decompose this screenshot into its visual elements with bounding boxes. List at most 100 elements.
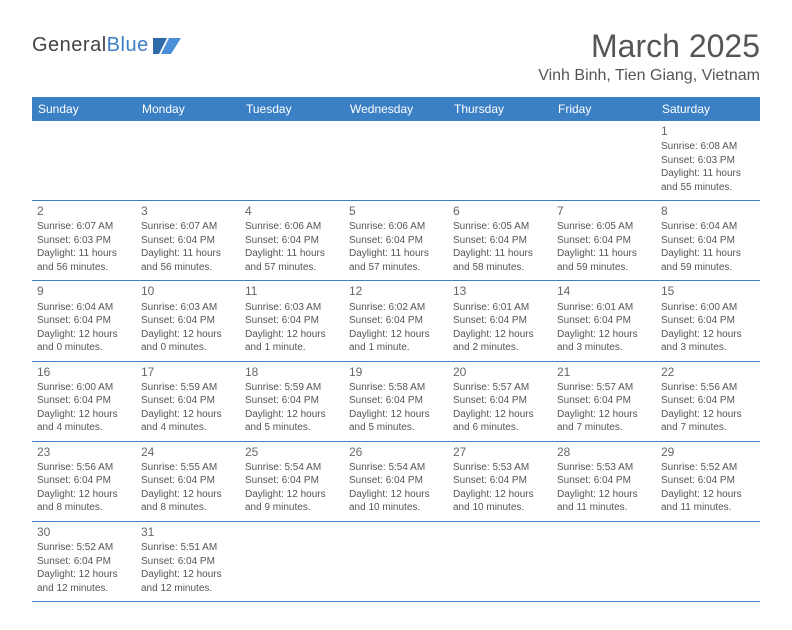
sunset-text: Sunset: 6:04 PM — [349, 314, 443, 328]
sunrise-text: Sunrise: 6:07 AM — [37, 220, 131, 234]
calendar-day-cell: 7Sunrise: 6:05 AMSunset: 6:04 PMDaylight… — [552, 201, 656, 281]
daylight-text: Daylight: 12 hours and 8 minutes. — [141, 488, 235, 515]
sunrise-text: Sunrise: 6:01 AM — [453, 301, 547, 315]
sunrise-text: Sunrise: 5:52 AM — [37, 541, 131, 555]
day-number: 1 — [661, 123, 755, 139]
sunset-text: Sunset: 6:04 PM — [141, 314, 235, 328]
sunset-text: Sunset: 6:04 PM — [661, 234, 755, 248]
day-number: 6 — [453, 203, 547, 219]
calendar-day-cell: 27Sunrise: 5:53 AMSunset: 6:04 PMDayligh… — [448, 441, 552, 521]
sunset-text: Sunset: 6:04 PM — [37, 394, 131, 408]
calendar-head: SundayMondayTuesdayWednesdayThursdayFrid… — [32, 97, 760, 121]
sunrise-text: Sunrise: 6:06 AM — [349, 220, 443, 234]
calendar-day-cell: 30Sunrise: 5:52 AMSunset: 6:04 PMDayligh… — [32, 521, 136, 601]
calendar-day-cell: 8Sunrise: 6:04 AMSunset: 6:04 PMDaylight… — [656, 201, 760, 281]
calendar-body: 1Sunrise: 6:08 AMSunset: 6:03 PMDaylight… — [32, 121, 760, 602]
daylight-text: Daylight: 12 hours and 12 minutes. — [37, 568, 131, 595]
day-number: 26 — [349, 444, 443, 460]
day-number: 7 — [557, 203, 651, 219]
daylight-text: Daylight: 12 hours and 2 minutes. — [453, 328, 547, 355]
calendar-day-cell: 6Sunrise: 6:05 AMSunset: 6:04 PMDaylight… — [448, 201, 552, 281]
sunrise-text: Sunrise: 6:05 AM — [557, 220, 651, 234]
calendar-day-cell: 20Sunrise: 5:57 AMSunset: 6:04 PMDayligh… — [448, 361, 552, 441]
daylight-text: Daylight: 11 hours and 56 minutes. — [37, 247, 131, 274]
sunrise-text: Sunrise: 5:56 AM — [37, 461, 131, 475]
calendar-day-cell: 4Sunrise: 6:06 AMSunset: 6:04 PMDaylight… — [240, 201, 344, 281]
calendar-day-cell: 21Sunrise: 5:57 AMSunset: 6:04 PMDayligh… — [552, 361, 656, 441]
sunrise-text: Sunrise: 6:08 AM — [661, 140, 755, 154]
daylight-text: Daylight: 11 hours and 59 minutes. — [557, 247, 651, 274]
day-header: Sunday — [32, 97, 136, 121]
day-number: 9 — [37, 283, 131, 299]
calendar-day-cell: 17Sunrise: 5:59 AMSunset: 6:04 PMDayligh… — [136, 361, 240, 441]
sunset-text: Sunset: 6:04 PM — [557, 234, 651, 248]
sunrise-text: Sunrise: 5:57 AM — [557, 381, 651, 395]
calendar-day-cell: 29Sunrise: 5:52 AMSunset: 6:04 PMDayligh… — [656, 441, 760, 521]
day-number: 23 — [37, 444, 131, 460]
calendar-day-cell: 22Sunrise: 5:56 AMSunset: 6:04 PMDayligh… — [656, 361, 760, 441]
page-header: GeneralBlue March 2025 Vinh Binh, Tien G… — [32, 28, 760, 85]
day-number: 22 — [661, 364, 755, 380]
sunrise-text: Sunrise: 5:51 AM — [141, 541, 235, 555]
day-header-row: SundayMondayTuesdayWednesdayThursdayFrid… — [32, 97, 760, 121]
day-number: 10 — [141, 283, 235, 299]
sunset-text: Sunset: 6:04 PM — [557, 394, 651, 408]
calendar-day-cell: 9Sunrise: 6:04 AMSunset: 6:04 PMDaylight… — [32, 281, 136, 361]
sunrise-text: Sunrise: 5:57 AM — [453, 381, 547, 395]
day-number: 16 — [37, 364, 131, 380]
sunset-text: Sunset: 6:04 PM — [453, 234, 547, 248]
calendar-day-cell — [344, 121, 448, 201]
sunset-text: Sunset: 6:04 PM — [453, 394, 547, 408]
calendar-day-cell — [552, 121, 656, 201]
sunset-text: Sunset: 6:04 PM — [453, 314, 547, 328]
brand-logo: GeneralBlue — [32, 28, 181, 57]
sunset-text: Sunset: 6:04 PM — [37, 555, 131, 569]
day-number: 4 — [245, 203, 339, 219]
day-number: 24 — [141, 444, 235, 460]
sunset-text: Sunset: 6:04 PM — [557, 314, 651, 328]
calendar-week-row: 16Sunrise: 6:00 AMSunset: 6:04 PMDayligh… — [32, 361, 760, 441]
daylight-text: Daylight: 11 hours and 57 minutes. — [245, 247, 339, 274]
sunset-text: Sunset: 6:04 PM — [245, 234, 339, 248]
calendar-week-row: 23Sunrise: 5:56 AMSunset: 6:04 PMDayligh… — [32, 441, 760, 521]
sunrise-text: Sunrise: 5:53 AM — [453, 461, 547, 475]
day-header: Saturday — [656, 97, 760, 121]
sunset-text: Sunset: 6:03 PM — [37, 234, 131, 248]
daylight-text: Daylight: 12 hours and 7 minutes. — [557, 408, 651, 435]
calendar-day-cell: 28Sunrise: 5:53 AMSunset: 6:04 PMDayligh… — [552, 441, 656, 521]
daylight-text: Daylight: 12 hours and 0 minutes. — [37, 328, 131, 355]
daylight-text: Daylight: 12 hours and 3 minutes. — [661, 328, 755, 355]
sunrise-text: Sunrise: 6:07 AM — [141, 220, 235, 234]
calendar-day-cell — [240, 121, 344, 201]
title-block: March 2025 Vinh Binh, Tien Giang, Vietna… — [538, 28, 760, 85]
sunset-text: Sunset: 6:04 PM — [141, 555, 235, 569]
day-number: 19 — [349, 364, 443, 380]
daylight-text: Daylight: 12 hours and 10 minutes. — [349, 488, 443, 515]
calendar-day-cell: 23Sunrise: 5:56 AMSunset: 6:04 PMDayligh… — [32, 441, 136, 521]
calendar-day-cell: 16Sunrise: 6:00 AMSunset: 6:04 PMDayligh… — [32, 361, 136, 441]
calendar-day-cell: 13Sunrise: 6:01 AMSunset: 6:04 PMDayligh… — [448, 281, 552, 361]
calendar-day-cell: 25Sunrise: 5:54 AMSunset: 6:04 PMDayligh… — [240, 441, 344, 521]
sunrise-text: Sunrise: 5:53 AM — [557, 461, 651, 475]
daylight-text: Daylight: 12 hours and 3 minutes. — [557, 328, 651, 355]
sunset-text: Sunset: 6:04 PM — [661, 394, 755, 408]
sunset-text: Sunset: 6:04 PM — [141, 234, 235, 248]
daylight-text: Daylight: 11 hours and 55 minutes. — [661, 167, 755, 194]
daylight-text: Daylight: 12 hours and 4 minutes. — [141, 408, 235, 435]
daylight-text: Daylight: 12 hours and 1 minute. — [349, 328, 443, 355]
calendar-day-cell: 24Sunrise: 5:55 AMSunset: 6:04 PMDayligh… — [136, 441, 240, 521]
calendar-day-cell — [448, 521, 552, 601]
calendar-day-cell — [344, 521, 448, 601]
sunset-text: Sunset: 6:04 PM — [661, 314, 755, 328]
brand-part2: Blue — [107, 34, 149, 56]
day-number: 25 — [245, 444, 339, 460]
sunrise-text: Sunrise: 6:04 AM — [661, 220, 755, 234]
calendar-day-cell: 10Sunrise: 6:03 AMSunset: 6:04 PMDayligh… — [136, 281, 240, 361]
calendar-week-row: 1Sunrise: 6:08 AMSunset: 6:03 PMDaylight… — [32, 121, 760, 201]
calendar-day-cell: 11Sunrise: 6:03 AMSunset: 6:04 PMDayligh… — [240, 281, 344, 361]
calendar-day-cell: 2Sunrise: 6:07 AMSunset: 6:03 PMDaylight… — [32, 201, 136, 281]
sunrise-text: Sunrise: 6:00 AM — [37, 381, 131, 395]
day-number: 2 — [37, 203, 131, 219]
calendar-day-cell — [552, 521, 656, 601]
day-header: Friday — [552, 97, 656, 121]
